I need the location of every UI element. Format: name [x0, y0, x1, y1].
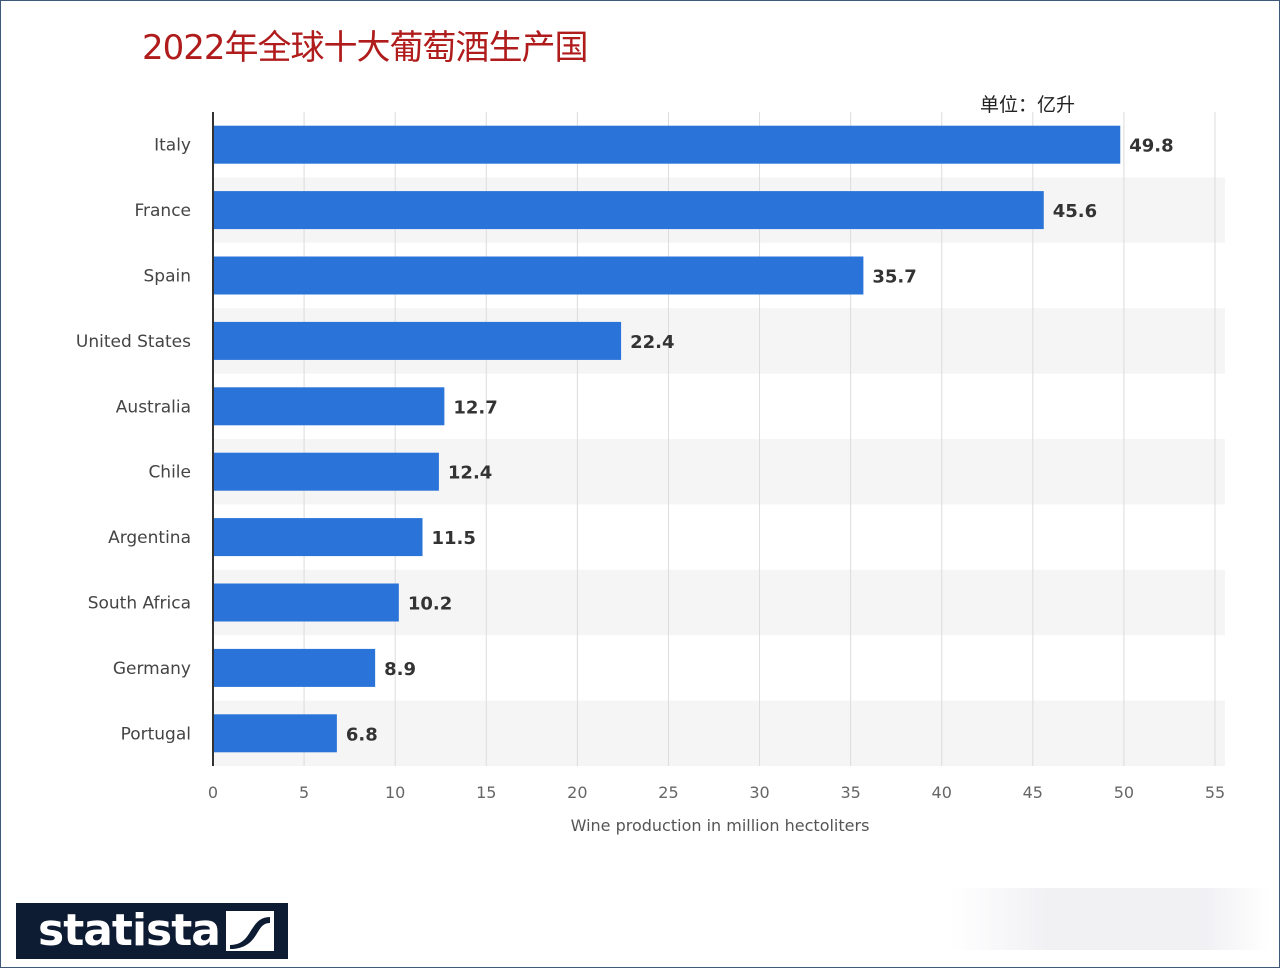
- logo-text: statista: [38, 905, 221, 956]
- background-glow: [950, 888, 1270, 950]
- bar: [213, 452, 439, 491]
- x-tick-label: 50: [1114, 783, 1134, 802]
- x-tick-label: 0: [208, 783, 218, 802]
- value-label: 12.4: [448, 463, 492, 484]
- category-label: Australia: [116, 397, 191, 417]
- bar: [213, 518, 423, 557]
- x-axis-label: Wine production in million hectoliters: [571, 816, 870, 835]
- category-label: Chile: [148, 463, 191, 483]
- x-tick-label: 10: [385, 783, 405, 802]
- value-label: 35.7: [872, 267, 916, 288]
- x-tick-label: 15: [476, 783, 496, 802]
- x-tick-label: 30: [749, 783, 769, 802]
- statista-mark-icon: [226, 911, 274, 951]
- category-label: United States: [76, 332, 191, 352]
- category-label: Spain: [144, 267, 192, 287]
- x-tick-label: 20: [567, 783, 587, 802]
- category-label: Italy: [154, 136, 191, 156]
- bars: [213, 125, 1121, 753]
- x-tick-label: 55: [1205, 783, 1225, 802]
- bar: [213, 321, 622, 360]
- statista-logo: statista: [16, 903, 288, 959]
- bar: [213, 648, 376, 687]
- bar-chart: Italy France Spain United States Australia Ch…: [76, 112, 1225, 835]
- value-label: 12.7: [453, 397, 497, 418]
- value-label: 11.5: [432, 528, 476, 549]
- bar: [213, 714, 337, 753]
- x-tick-label: 40: [932, 783, 952, 802]
- x-tick-label: 35: [840, 783, 860, 802]
- bar: [213, 583, 399, 622]
- category-labels: Italy France Spain United States Australia Ch…: [76, 136, 191, 745]
- x-tick-label: 5: [299, 783, 309, 802]
- x-tick-label: 25: [658, 783, 678, 802]
- value-label: 8.9: [384, 659, 416, 680]
- bar: [213, 125, 1121, 164]
- value-label: 49.8: [1129, 136, 1173, 157]
- value-label: 10.2: [408, 594, 452, 615]
- row-band: [213, 700, 1225, 766]
- x-tick-labels: 0 5 10 15 20 25 30 35 40 45 50 55: [208, 783, 1225, 802]
- category-label: Portugal: [121, 724, 191, 744]
- category-label: France: [134, 201, 191, 221]
- bar: [213, 256, 864, 295]
- bar: [213, 191, 1044, 230]
- category-label: Germany: [113, 659, 191, 679]
- bar: [213, 387, 445, 426]
- unit-label: 单位：亿升: [980, 94, 1076, 116]
- category-label: South Africa: [88, 594, 191, 614]
- value-label: 22.4: [630, 332, 674, 353]
- value-label: 45.6: [1053, 201, 1097, 222]
- chart-title: 2022年全球十大葡萄酒生产国: [142, 28, 589, 68]
- category-label: Argentina: [108, 528, 191, 548]
- x-tick-label: 45: [1023, 783, 1043, 802]
- value-label: 6.8: [346, 724, 378, 745]
- value-labels: 49.8 45.6 35.7 22.4 12.7 12.4 11.5 10.2 8.9 6.8: [346, 136, 1174, 746]
